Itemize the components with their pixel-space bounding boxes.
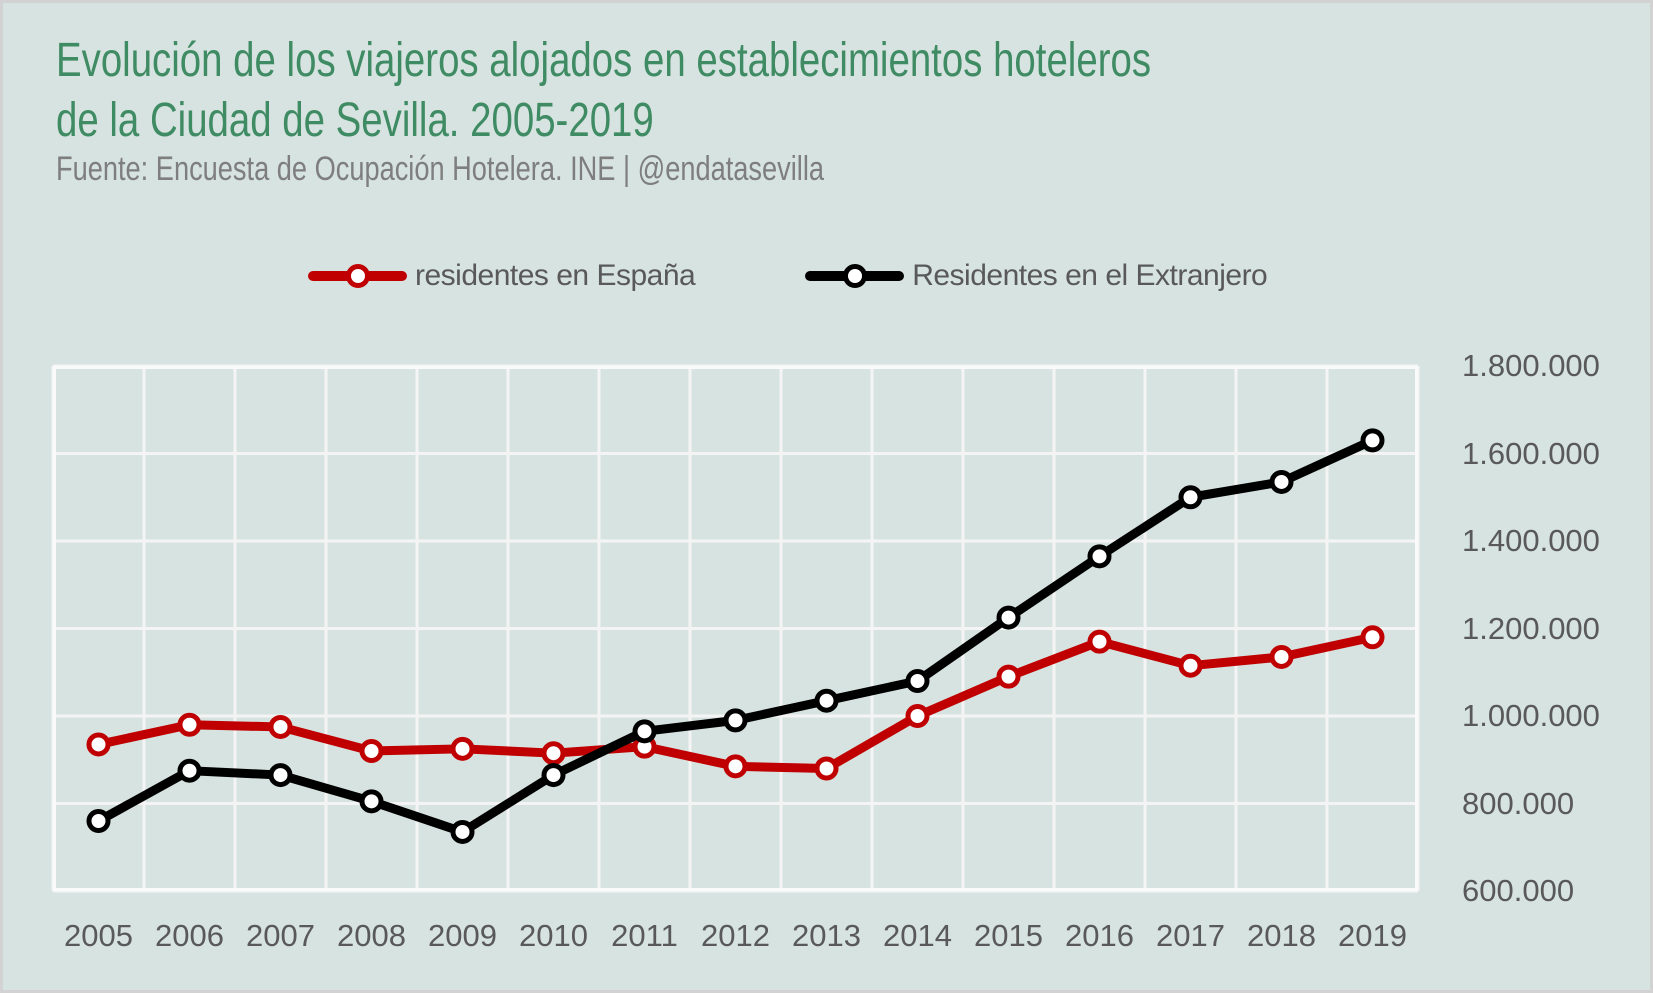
data-point-marker: [268, 763, 293, 788]
x-tick-label: 2014: [883, 918, 952, 953]
data-point-marker: [268, 714, 293, 739]
data-point-marker: [359, 739, 384, 763]
chart-title-line2: de la Ciudad de Sevilla. 2005-2019: [56, 94, 654, 147]
data-point-marker: [359, 789, 384, 814]
x-tick-label: 2018: [1247, 918, 1316, 953]
x-tick-label: 2015: [974, 918, 1043, 953]
y-tick-label: 1.400.000: [1462, 523, 1600, 558]
x-tick-label: 2005: [64, 918, 133, 953]
x-tick-label: 2016: [1065, 918, 1134, 953]
y-tick-label: 800.000: [1462, 785, 1575, 821]
data-point-marker: [1269, 644, 1294, 669]
y-tick-label: 1.800.000: [1462, 348, 1600, 383]
data-point-marker: [86, 732, 111, 757]
x-tick-label: 2006: [155, 918, 224, 953]
legend-label-espana: residentes en España: [415, 259, 696, 292]
plot-area: [51, 364, 1420, 893]
x-tick-label: 2011: [611, 918, 678, 953]
data-point-marker: [1178, 485, 1203, 510]
data-point-marker: [1087, 629, 1112, 654]
legend-marker-extranjero-icon: [805, 271, 905, 281]
data-point-marker: [541, 741, 566, 766]
data-point-marker: [905, 704, 930, 728]
x-tick-label: 2009: [428, 918, 497, 953]
data-point-marker: [1360, 428, 1385, 453]
data-point-marker: [1087, 544, 1112, 569]
x-tick-label: 2010: [519, 918, 588, 953]
chart-title: Evolución de los viajeros alojados en es…: [56, 31, 1151, 151]
legend-marker-espana-icon: [308, 271, 407, 281]
legend-label-extranjero: Residentes en el Extranjero: [912, 259, 1268, 292]
data-point-marker: [86, 809, 111, 833]
legend-item-espana: residentes en España: [308, 259, 696, 293]
x-tick-label: 2012: [701, 918, 770, 953]
data-point-marker: [814, 756, 839, 781]
legend: residentes en España Residentes en el Ex…: [308, 254, 1268, 298]
data-point-marker: [723, 754, 748, 779]
chart-source: Fuente: Encuesta de Ocupación Hotelera. …: [56, 150, 825, 188]
data-point-marker: [541, 763, 566, 788]
y-tick-label: 600.000: [1462, 873, 1575, 908]
data-point-marker: [814, 688, 839, 713]
plot-border: [53, 366, 1418, 891]
data-point-marker: [905, 669, 930, 693]
data-point-marker: [1269, 469, 1294, 494]
data-point-marker: [996, 605, 1021, 630]
y-tick-label: 1.200.000: [1462, 610, 1600, 646]
series-line-0: [94, 632, 1377, 773]
data-point-marker: [996, 664, 1021, 689]
x-tick-label: 2013: [792, 918, 861, 953]
x-tick-label: 2019: [1338, 918, 1407, 953]
y-tick-label: 1.000.000: [1462, 698, 1600, 733]
y-tick-label: 1.600.000: [1462, 435, 1600, 471]
data-point-marker: [723, 708, 748, 733]
chart-title-line1: Evolución de los viajeros alojados en es…: [56, 34, 1152, 87]
data-point-marker: [450, 819, 475, 844]
x-tick-label: 2017: [1156, 918, 1225, 953]
data-point-marker: [1360, 625, 1385, 650]
data-point-marker: [177, 758, 202, 783]
data-point-marker: [450, 736, 475, 761]
data-point-marker: [632, 719, 657, 744]
x-tick-label: 2007: [246, 918, 315, 953]
data-point-marker: [1178, 653, 1203, 678]
legend-item-extranjero: Residentes en el Extranjero: [805, 259, 1268, 293]
data-point-marker: [177, 712, 202, 737]
x-tick-label: 2008: [337, 918, 406, 953]
